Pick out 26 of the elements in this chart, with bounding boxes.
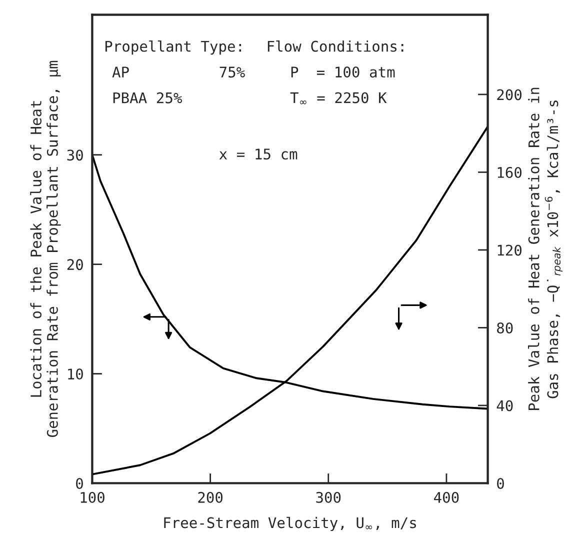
x-tick-label: 400 [434,492,459,503]
annotation: PBAA 25% [113,92,182,104]
annotation: Propellant Type: [105,40,242,55]
y2-tick-label: 80 [497,322,513,334]
annotation: 75% [220,66,245,78]
annotation: Flow Conditions: [268,40,404,52]
y2-axis-title: Peak Value of Heat Generation Rate in Gas Phase, −Q̇$_{rpeak}$ x10$^{−6}$, Kcal/m³-s [528,88,563,410]
y-tick-label: 10 [68,368,83,380]
x-axis-title: Free-Stream Velocity, U$_{∞}$, m/s [164,516,416,532]
x-tick-label: 100 [80,492,104,503]
y2-tick-label: 160 [498,166,522,178]
annotation: P = 100 atm [291,66,395,78]
x-tick-label: 300 [316,492,341,503]
y-tick-label: 0 [76,478,83,489]
annotation: x = 15 cm [219,148,298,160]
y-tick-label: 30 [67,150,83,161]
y2-tick-label: 120 [498,244,522,256]
annotation: AP [112,66,129,78]
y-tick-label: 20 [67,259,83,270]
y2-tick-label: 40 [496,400,513,412]
x-tick-label: 200 [198,492,223,503]
annotation: T$_{∞}$ = 2250 K [290,92,387,104]
y2-tick-label: 200 [497,89,522,100]
line-series [92,126,488,476]
y2-tick-label: 0 [497,478,504,489]
y-axis-title: Location of the Peak Value of Heat Generation Rate from Propellant Surface, μm [30,60,61,438]
